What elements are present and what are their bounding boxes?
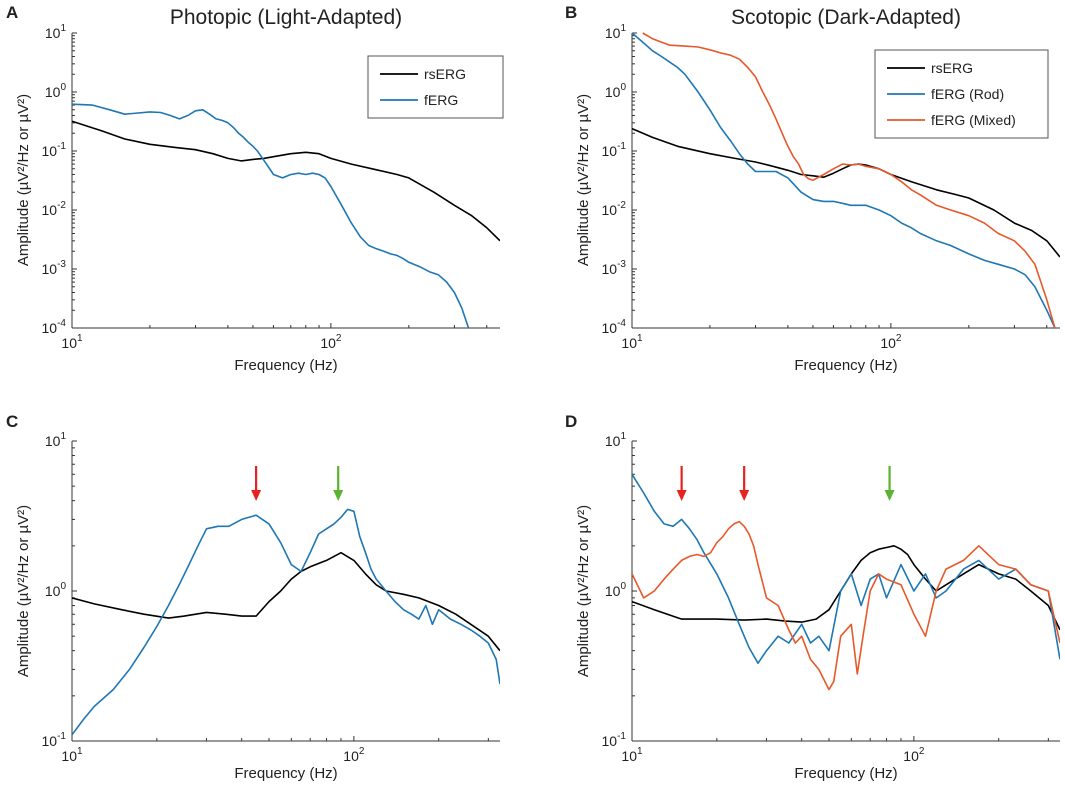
x-axis-label: Frequency (Hz) bbox=[234, 765, 337, 782]
y-tick-label: 101 bbox=[605, 23, 627, 41]
panel-a: A Photopic (Light-Adapted) 101 102 10-4 10-3 1… bbox=[6, 3, 504, 374]
x-tick-label: 101 bbox=[61, 333, 83, 351]
panel-letter: D bbox=[565, 412, 577, 431]
panel-b: B Scotopic (Dark-Adapted) 101 102 10-4 10-3 10… bbox=[565, 3, 1060, 374]
peak-arrow bbox=[739, 466, 750, 501]
panel-letter: C bbox=[6, 412, 18, 431]
peak-arrow bbox=[676, 466, 687, 501]
x-tick-label: 102 bbox=[880, 333, 902, 351]
y-tick-label: 10-1 bbox=[602, 731, 627, 749]
series-line-rserg bbox=[72, 551, 500, 652]
y-tick-label: 10-2 bbox=[602, 200, 627, 218]
series-line-rserg bbox=[632, 545, 1060, 631]
series-line-ferg-mixed bbox=[642, 32, 1056, 328]
x-tick-label: 101 bbox=[621, 333, 643, 351]
x-tick-label: 102 bbox=[320, 333, 342, 351]
y-tick-label: 100 bbox=[45, 82, 67, 100]
y-tick-label: 10-4 bbox=[42, 318, 67, 336]
y-tick-label: 10-4 bbox=[602, 318, 627, 336]
legend-label: fERG (Rod) bbox=[931, 86, 1004, 102]
panel-letter: B bbox=[565, 3, 577, 22]
series-line-ferg bbox=[72, 508, 500, 736]
y-axis-label: Amplitude (µV²/Hz or µV²) bbox=[575, 505, 592, 677]
y-axis-label: Amplitude (µV²/Hz or µV²) bbox=[15, 94, 32, 266]
series-line-ferg-rod bbox=[632, 473, 1060, 664]
y-axis-label: Amplitude (µV²/Hz or µV²) bbox=[575, 94, 592, 266]
y-tick-label: 101 bbox=[45, 23, 67, 41]
y-tick-label: 100 bbox=[605, 581, 627, 599]
y-tick-label: 10-3 bbox=[42, 259, 67, 277]
y-tick-label: 10-3 bbox=[602, 259, 627, 277]
peak-arrow bbox=[884, 466, 895, 501]
panel-letter: A bbox=[6, 3, 18, 22]
panel-title: Photopic (Light-Adapted) bbox=[170, 6, 402, 29]
series-group bbox=[632, 473, 1060, 691]
panel-title: Scotopic (Dark-Adapted) bbox=[731, 6, 961, 29]
series-group bbox=[72, 508, 500, 736]
y-tick-label: 10-2 bbox=[42, 200, 67, 218]
x-axis-label: Frequency (Hz) bbox=[794, 765, 897, 782]
series-line-rserg bbox=[632, 127, 1060, 258]
x-axis-label: Frequency (Hz) bbox=[234, 357, 337, 374]
legend-box bbox=[367, 55, 504, 119]
x-tick-label: 101 bbox=[621, 746, 643, 764]
series-line-ferg-mixed bbox=[632, 520, 1060, 691]
legend-label: fERG (Mixed) bbox=[931, 112, 1016, 128]
y-axis-label: Amplitude (µV²/Hz or µV²) bbox=[15, 505, 32, 677]
legend: rsERG fERG (Rod) fERG (Mixed) bbox=[874, 49, 1049, 139]
series-group bbox=[632, 32, 1060, 328]
y-tick-label: 101 bbox=[45, 431, 67, 449]
series-line-ferg bbox=[72, 103, 470, 328]
legend: rsERG fERG bbox=[367, 55, 504, 119]
y-tick-label: 100 bbox=[45, 581, 67, 599]
series-group bbox=[72, 103, 500, 328]
x-axis-label: Frequency (Hz) bbox=[794, 357, 897, 374]
panel-c: C 101 102 10-1 100 101 Frequency (Hz) Amplitude… bbox=[6, 412, 500, 782]
series-line-rserg bbox=[72, 120, 500, 242]
x-tick-label: 101 bbox=[61, 746, 83, 764]
legend-label: rsERG bbox=[931, 60, 973, 76]
y-tick-label: 101 bbox=[605, 431, 627, 449]
series-line-ferg-rod bbox=[632, 32, 1056, 328]
x-tick-label: 102 bbox=[343, 746, 365, 764]
y-tick-label: 10-1 bbox=[42, 141, 67, 159]
x-tick-label: 102 bbox=[903, 746, 925, 764]
panel-d: D 101 102 10-1 100 101 Frequency (Hz) Amplitude… bbox=[565, 412, 1060, 782]
legend-label: fERG bbox=[424, 92, 458, 108]
y-tick-label: 100 bbox=[605, 82, 627, 100]
y-tick-label: 10-1 bbox=[42, 731, 67, 749]
peak-arrow bbox=[251, 466, 262, 501]
peak-arrow bbox=[333, 466, 344, 501]
legend-label: rsERG bbox=[424, 66, 466, 82]
y-tick-label: 10-1 bbox=[602, 141, 627, 159]
